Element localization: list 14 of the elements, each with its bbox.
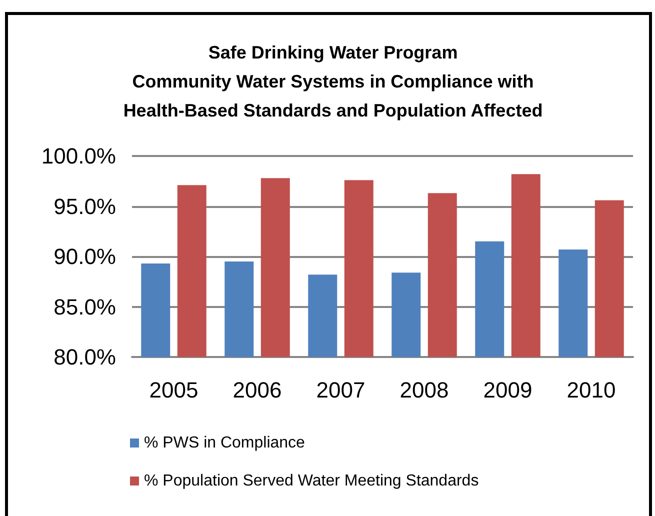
x-tick-label: 2010 bbox=[566, 378, 616, 402]
y-tick-label: 100.0% bbox=[41, 144, 116, 168]
x-tick-label: 2007 bbox=[316, 378, 366, 402]
y-tick-label: 85.0% bbox=[54, 294, 116, 320]
y-tick-label: 80.0% bbox=[54, 344, 116, 370]
x-tick-label: 2009 bbox=[483, 378, 532, 402]
y-tick-label: 95.0% bbox=[54, 194, 116, 219]
legend-label: % PWS in Compliance bbox=[144, 434, 306, 452]
y-tick-label: 90.0% bbox=[54, 244, 116, 269]
chart-title: Safe Drinking Water Program Community Water Systems in Compliance with Health-Based Standards and Population Affected bbox=[123, 42, 543, 120]
legend-label: % Population Served Water Meeting Standards bbox=[144, 472, 479, 490]
x-tick-label: 2008 bbox=[400, 378, 449, 402]
x-tick-label: 2005 bbox=[149, 378, 198, 402]
x-tick-label: 2006 bbox=[232, 378, 282, 402]
